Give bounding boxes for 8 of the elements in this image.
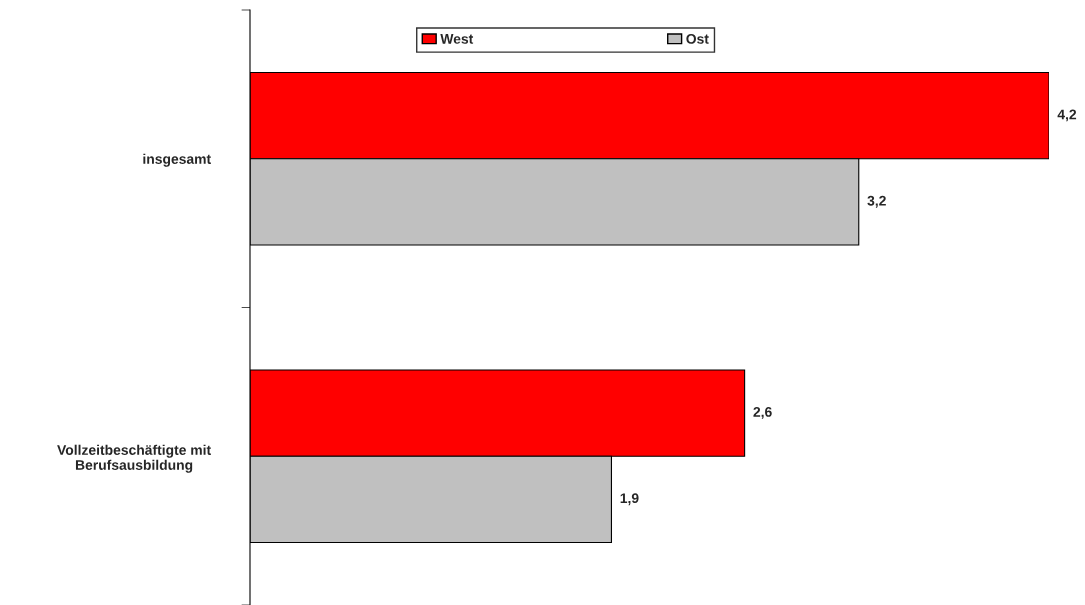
y-tick-label: Vollzeitbeschäftigte mit Berufsausbildung <box>57 444 211 473</box>
legend-label: West <box>440 34 474 44</box>
data-label: 3,2 <box>867 195 886 208</box>
legend-label: Ost <box>686 33 709 44</box>
data-label: 2,6 <box>753 407 772 419</box>
data-label: 1,9 <box>620 493 639 506</box>
y-tick-label: insgesamt <box>143 153 211 167</box>
data-label: 4,2 <box>1057 109 1077 122</box>
